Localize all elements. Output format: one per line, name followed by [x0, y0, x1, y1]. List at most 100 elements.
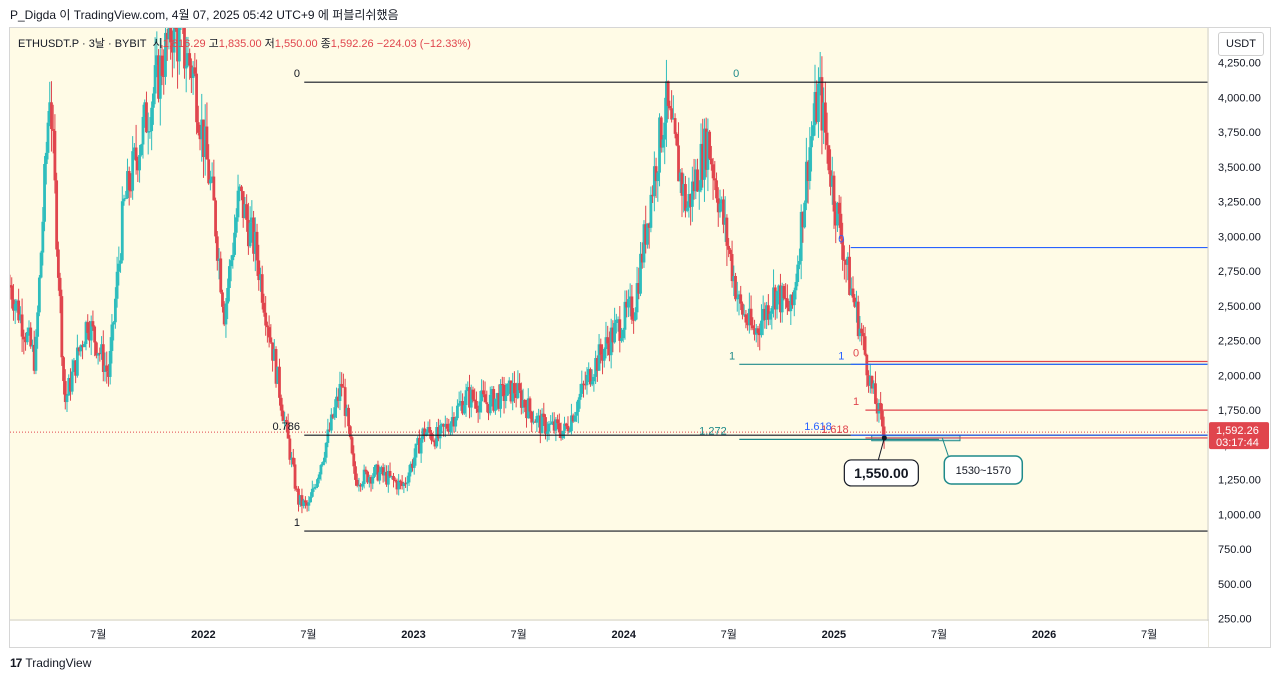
symbol-name[interactable]: ETHUSDT.P · 3날 · BYBIT [18, 38, 147, 50]
candle-body [89, 321, 93, 341]
candle-body [516, 383, 520, 398]
candle-body [150, 107, 154, 132]
close-value: 1,592.26 [330, 38, 374, 50]
candle-body [692, 181, 696, 192]
axes-layer: 250.00500.00750.001,000.001,250.001,500.… [10, 28, 1270, 647]
candle-body [545, 431, 549, 434]
candle-body [722, 199, 725, 225]
candle-body [10, 285, 14, 300]
candle-body [419, 439, 423, 454]
candle-body [507, 380, 511, 384]
candle-body [404, 483, 407, 485]
candle-body [421, 428, 425, 440]
chart-frame[interactable]: 0 0.786 1 0 1 1.272 0 1 1.618 0 1 1.618 1,550.00 153… [9, 27, 1271, 648]
candle-body [611, 327, 615, 343]
candle-body [107, 371, 110, 377]
candle-body [801, 211, 805, 228]
candle-body [17, 300, 21, 321]
currency-selector[interactable]: USDT [1218, 32, 1264, 56]
candle-body [564, 423, 568, 426]
candle-body [110, 324, 114, 351]
candle-body [713, 178, 717, 181]
candle-body [803, 202, 807, 228]
candle-body [602, 349, 606, 361]
candle-body [39, 252, 43, 278]
candle-body [200, 119, 204, 140]
candle-body [749, 308, 753, 326]
candle-body [497, 393, 501, 409]
candle-body [741, 303, 744, 315]
candle-body [882, 426, 886, 440]
candle-body [252, 217, 255, 254]
candle-body [703, 128, 706, 180]
callout-price-text: 1,550.00 [854, 465, 909, 481]
candle-body [570, 415, 573, 432]
last-price-tag [1209, 422, 1269, 450]
open-label: 시 [152, 38, 163, 50]
candle-body [86, 322, 90, 333]
candle-body [758, 332, 762, 336]
fib-level-label: 1.618 [804, 421, 832, 433]
candle-body [316, 479, 319, 487]
candle-body [412, 457, 416, 468]
candle-body [62, 357, 65, 382]
candle-body [815, 91, 819, 122]
candle-body [633, 312, 637, 321]
candle-body [511, 383, 515, 402]
candle-body [279, 397, 283, 411]
candle-body [585, 374, 589, 386]
candle-body [271, 342, 274, 361]
fib-level-label: 0 [294, 68, 300, 80]
candle-body [697, 190, 701, 192]
candle-body [597, 344, 601, 371]
candle-body [348, 426, 352, 438]
candle-body [231, 254, 235, 261]
y-tick-label: 1,000.00 [1218, 509, 1261, 521]
candle-body [563, 423, 566, 431]
candle-body [746, 322, 750, 326]
candle-body [84, 322, 88, 345]
candle-body [402, 483, 406, 487]
candle-body [124, 198, 128, 200]
candle-body [813, 91, 817, 126]
candle-body [773, 287, 777, 310]
candle-body [217, 258, 221, 261]
candle-body [796, 264, 800, 283]
callout-pointer [941, 437, 949, 457]
candle-body [13, 303, 17, 311]
candle-body [635, 283, 639, 313]
candle-body [715, 180, 718, 199]
candle-body [29, 327, 33, 347]
high-label: 고 [208, 38, 219, 50]
candle-body [789, 294, 793, 312]
candle-body [766, 305, 770, 320]
tradingview-logo[interactable]: 17 TradingView [10, 656, 91, 670]
candle-body [214, 200, 217, 237]
candle-body [103, 365, 107, 372]
candle-body [250, 217, 254, 223]
candle-body [215, 236, 219, 261]
candle-body [186, 53, 190, 66]
candle-body [594, 358, 598, 377]
candle-body [127, 171, 131, 191]
candle-body [276, 366, 280, 384]
candle-body [654, 166, 658, 182]
candle-body [666, 81, 670, 106]
candle-body [811, 125, 815, 137]
candle-body [79, 345, 83, 352]
candle-body [469, 389, 473, 408]
candle-body [440, 424, 444, 426]
candle-body [409, 463, 413, 473]
candle-body [576, 399, 580, 412]
candle-body [55, 180, 59, 250]
candle-body [295, 488, 299, 490]
candle-body [53, 130, 57, 181]
symbol-legend[interactable]: ETHUSDT.P · 3날 · BYBIT 시1,816.29 고1,835.… [18, 35, 471, 51]
candle-body [718, 203, 722, 213]
candle-body [414, 443, 418, 458]
candle-body [540, 413, 544, 434]
candle-body [530, 411, 534, 423]
candle-body [704, 128, 708, 170]
candle-body [668, 105, 672, 109]
